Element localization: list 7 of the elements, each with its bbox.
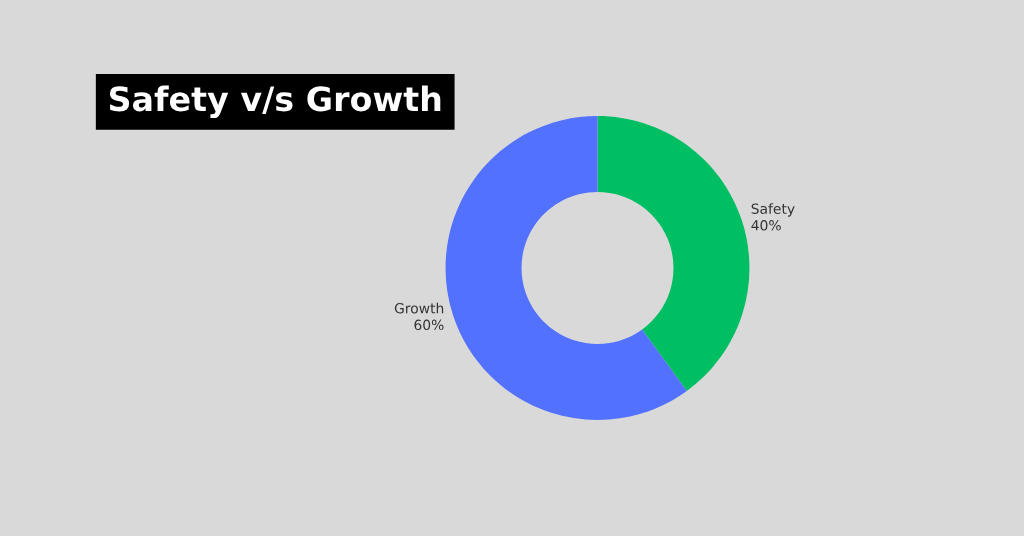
- data-label: 40%: [751, 220, 781, 231]
- donut-slice: [445, 116, 687, 420]
- slice-label: Safety: [751, 203, 795, 217]
- data-label: 60%: [414, 319, 444, 331]
- chart-title: Safety v/s Growth: [109, 85, 441, 119]
- slice-label: Growth: [394, 302, 444, 314]
- donut-slice: [597, 116, 750, 391]
